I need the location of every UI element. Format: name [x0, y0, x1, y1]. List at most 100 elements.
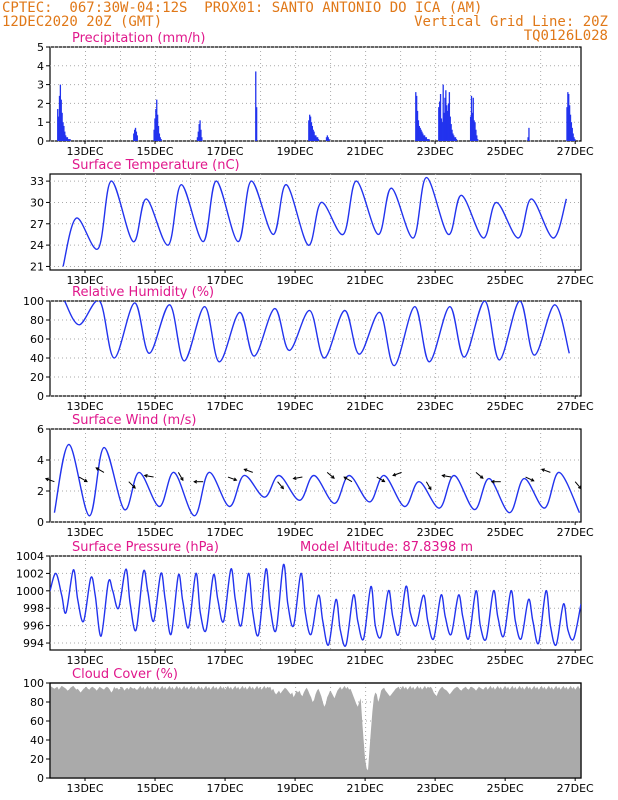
pres-ytick-label: 1000	[16, 585, 44, 598]
precip-bar	[442, 84, 444, 141]
precip-bar	[475, 129, 477, 141]
precip-bar	[448, 92, 451, 141]
wind-arrowhead	[193, 479, 198, 484]
wind-arrow	[442, 474, 452, 478]
precip-bar	[447, 103, 450, 141]
precip-bar	[67, 139, 69, 141]
precip-bar	[446, 105, 448, 141]
precip-bar	[308, 120, 310, 141]
wind-arrow	[177, 472, 184, 481]
cloud-ytick-label: 40	[30, 734, 44, 747]
cloud-xtick-label: 19DEC	[277, 782, 314, 795]
precip-bar	[65, 135, 67, 141]
precip-bar	[134, 127, 137, 141]
wind-arrowhead	[280, 485, 285, 490]
precip-bar	[469, 116, 472, 141]
precip-bar	[443, 112, 445, 141]
precip-bar	[133, 133, 135, 141]
cloud-xtick-label: 13DEC	[66, 782, 103, 795]
precip-bar	[159, 137, 161, 141]
wind-xtick-label: 15DEC	[136, 526, 173, 539]
precip-bar	[66, 137, 69, 141]
wind-arrowhead	[441, 474, 446, 478]
rh-xtick-label: 15DEC	[136, 400, 173, 413]
pres-xtick-label: 17DEC	[207, 654, 244, 667]
precip-bar	[63, 125, 65, 141]
precip-xtick-label: 15DEC	[136, 145, 173, 158]
precip-bar	[470, 95, 473, 141]
precip-bar	[471, 112, 474, 141]
precip-bar	[453, 135, 455, 141]
precip-bar	[421, 131, 423, 141]
temp-ytick-label: 27	[30, 218, 44, 231]
precip-bar	[427, 139, 429, 141]
wind-arrow	[45, 478, 55, 483]
precip-bar	[441, 122, 443, 141]
wind-ytick-label: 2	[37, 485, 44, 498]
precip-bar	[199, 120, 201, 141]
precip-bar	[454, 137, 456, 141]
precip-xtick-label: 23DEC	[417, 145, 454, 158]
precip-bar	[450, 124, 452, 141]
precip-frame	[49, 46, 582, 142]
pres-series-line	[50, 563, 581, 647]
wind-ytick-label: 4	[37, 454, 44, 467]
wind-arrow	[574, 481, 582, 489]
pres-xtick-label: 13DEC	[66, 654, 103, 667]
wind-arrow	[95, 467, 105, 473]
header-model: TQ0126L028	[523, 28, 608, 44]
wind-arrowhead	[381, 478, 386, 483]
precip-bar	[197, 131, 199, 141]
precip-bar	[474, 122, 476, 141]
cloud-xtick-label: 27DEC	[557, 782, 594, 795]
precip-bar	[313, 131, 315, 141]
pres-xtick-label: 15DEC	[136, 654, 173, 667]
wind-arrow	[227, 476, 237, 481]
precip-xtick-label: 25DEC	[487, 145, 524, 158]
precip-bar	[155, 109, 157, 141]
precip-bar	[446, 110, 449, 141]
precip-bar	[154, 118, 156, 141]
wind-xtick-label: 23DEC	[417, 526, 454, 539]
header-date: 12DEC2020 20Z (GMT)	[2, 14, 163, 30]
precip-bar	[452, 133, 454, 141]
rh-frame	[49, 300, 582, 397]
temp-xtick-label: 13DEC	[66, 274, 103, 287]
precip-bar	[570, 122, 573, 141]
precip-bar	[135, 131, 138, 141]
temp-title: Surface Temperature (nC)	[72, 158, 240, 173]
wind-arrowhead	[343, 476, 348, 481]
wind-arrow	[78, 476, 88, 482]
cloud-xtick-label: 17DEC	[207, 782, 244, 795]
precip-bar	[58, 95, 61, 141]
wind-arrow	[525, 476, 534, 482]
wind-arrow	[475, 472, 484, 479]
precip-bar	[200, 129, 202, 141]
wind-arrow	[128, 481, 136, 489]
precip-bar	[57, 109, 59, 141]
wind-ytick-label: 0	[37, 516, 44, 529]
precip-bar	[477, 139, 479, 141]
wind-series-line	[53, 443, 581, 517]
precip-bar	[439, 94, 442, 141]
precip-bar	[156, 99, 158, 141]
wind-arrowhead	[530, 478, 535, 482]
precip-bar	[64, 131, 66, 141]
precip-title: Precipitation (mm/h)	[72, 31, 205, 46]
precip-bar	[327, 137, 329, 141]
precip-bar	[451, 129, 453, 141]
precip-bar	[160, 139, 162, 141]
wind-arrowhead	[132, 485, 136, 489]
wind-arrowhead	[331, 475, 335, 479]
wind-xtick-label: 17DEC	[207, 526, 244, 539]
precip-bar	[476, 135, 478, 141]
precip-bar	[569, 114, 572, 141]
precip-bar	[420, 129, 422, 141]
temp-ytick-label: 21	[30, 260, 44, 273]
precip-bar	[423, 135, 426, 141]
precip-bar	[419, 127, 421, 141]
precip-bar	[438, 107, 440, 141]
header-location: CPTEC: 067:30W-04:12S PROX01: SANTO ANTO…	[2, 0, 483, 16]
wind-arrowhead	[233, 477, 238, 482]
rh-xtick-label: 17DEC	[207, 400, 244, 413]
